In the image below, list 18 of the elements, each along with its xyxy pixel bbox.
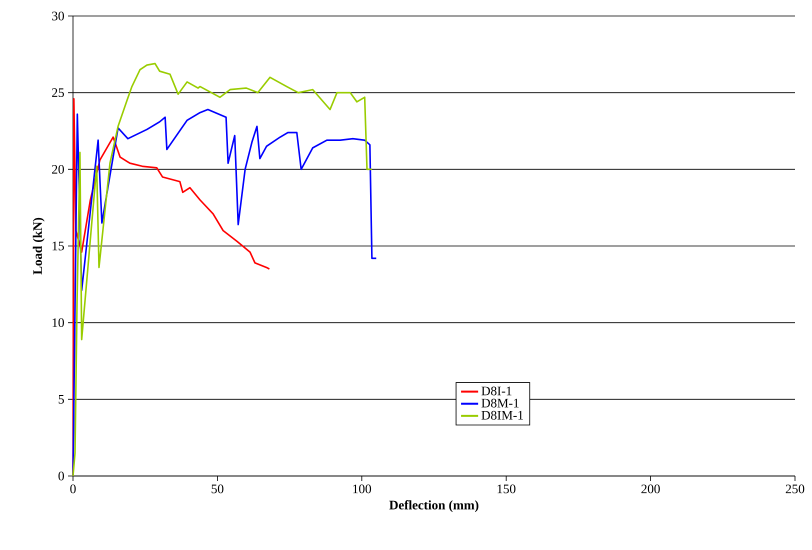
y-tick-label: 5 <box>58 395 64 404</box>
y-tick-label: 15 <box>52 242 64 250</box>
legend-label: D8I-1 <box>482 386 512 396</box>
x-tick-label: 0 <box>70 484 76 494</box>
y-tick-label: 10 <box>52 318 64 328</box>
x-tick-label: 100 <box>353 484 372 494</box>
y-tick-label: 30 <box>52 12 64 20</box>
y-tick-label: 20 <box>52 164 64 174</box>
y-tick-label: 25 <box>52 88 64 98</box>
x-tick-label: 50 <box>212 484 224 494</box>
x-axis-title: Deflection (mm) <box>389 500 478 512</box>
y-axis-title: Load (kN) <box>32 218 45 274</box>
x-tick-label: 150 <box>498 484 516 494</box>
legend-label: D8M-1 <box>482 398 519 408</box>
x-tick-label: 250 <box>786 484 804 494</box>
x-tick-label: 200 <box>641 484 660 494</box>
y-tick-label: 0 <box>58 472 64 480</box>
legend-label: D8IM-1 <box>482 410 523 420</box>
